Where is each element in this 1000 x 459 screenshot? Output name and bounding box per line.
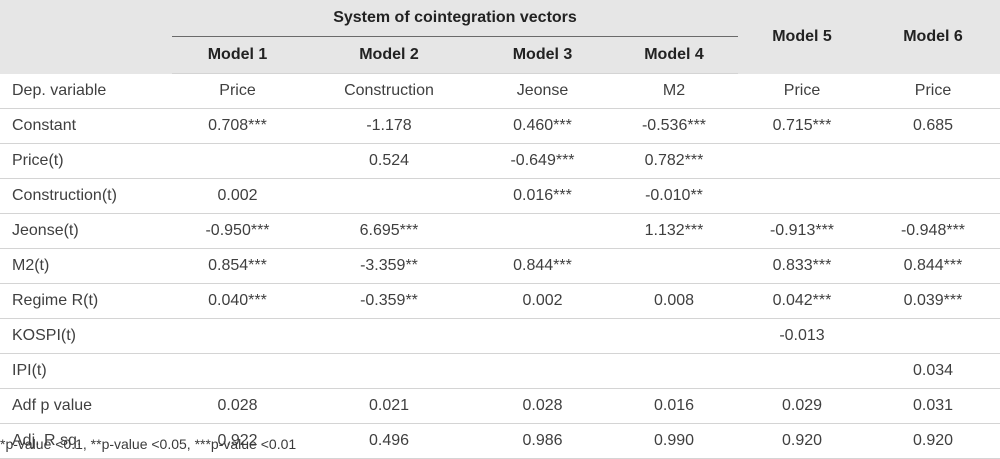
table-cell	[610, 318, 738, 354]
table-cell: -0.013	[738, 318, 866, 354]
row-label: IPI(t)	[0, 353, 172, 389]
table-cell: Construction	[303, 73, 475, 109]
row-label: Dep. variable	[0, 73, 172, 109]
table-cell: Jeonse	[475, 73, 610, 109]
significance-footnote: *p-value <0.1, **p-value <0.05, ***p-val…	[0, 436, 297, 452]
table-cell: 0.028	[172, 388, 303, 424]
table-cell	[866, 143, 1000, 179]
table-cell: 0.016***	[475, 178, 610, 214]
table-cell: -0.948***	[866, 213, 1000, 249]
table-body: Dep. variable Price Construction Jeonse M2 Pr…	[0, 73, 1000, 459]
table-row: Jeonse(t) -0.950*** 6.695*** 1.132*** -0.913…	[0, 213, 1000, 249]
table-cell: -1.178	[303, 108, 475, 144]
table-cell: Price	[738, 73, 866, 109]
table-cell: 0.990	[610, 423, 738, 459]
table-cell	[738, 178, 866, 214]
table-cell: 0.031	[866, 388, 1000, 424]
table-cell: 0.028	[475, 388, 610, 424]
table-cell: 0.029	[738, 388, 866, 424]
table-cell: Price	[172, 73, 303, 109]
table-cell: -0.649***	[475, 143, 610, 179]
table-cell: 0.854***	[172, 248, 303, 284]
table-cell: -3.359**	[303, 248, 475, 284]
header-model-4: Model 4	[610, 36, 738, 74]
table-row: Price(t) 0.524 -0.649*** 0.782***	[0, 143, 1000, 179]
table-cell: -0.913***	[738, 213, 866, 249]
table-cell: 0.524	[303, 143, 475, 179]
table-cell: Price	[866, 73, 1000, 109]
table-cell: 0.002	[475, 283, 610, 319]
row-label: Regime R(t)	[0, 283, 172, 319]
table-header: System of cointegration vectors Model 5 …	[0, 0, 1000, 74]
table-row: Adf p value 0.028 0.021 0.028 0.016 0.029 0.03…	[0, 388, 1000, 424]
row-label: Construction(t)	[0, 178, 172, 214]
table-cell: -0.536***	[610, 108, 738, 144]
row-label: Jeonse(t)	[0, 213, 172, 249]
table-cell: 0.040***	[172, 283, 303, 319]
table-cell: 0.986	[475, 423, 610, 459]
row-label: Price(t)	[0, 143, 172, 179]
table-row: KOSPI(t) -0.013	[0, 318, 1000, 354]
table-cell	[738, 143, 866, 179]
table-cell: 0.039***	[866, 283, 1000, 319]
table-cell	[866, 318, 1000, 354]
table-cell: 0.021	[303, 388, 475, 424]
row-label: M2(t)	[0, 248, 172, 284]
row-label: Adj. R sq.	[0, 423, 172, 459]
table-cell	[172, 143, 303, 179]
table-cell	[172, 318, 303, 354]
table-cell: 0.920	[738, 423, 866, 459]
header-model-2: Model 2	[303, 36, 475, 74]
row-label: KOSPI(t)	[0, 318, 172, 354]
table-row: Constant 0.708*** -1.178 0.460*** -0.536*** 0…	[0, 108, 1000, 144]
table-cell	[475, 318, 610, 354]
row-label: Adf p value	[0, 388, 172, 424]
table-cell: 0.782***	[610, 143, 738, 179]
table-cell: 0.685	[866, 108, 1000, 144]
table-cell: -0.010**	[610, 178, 738, 214]
header-model-5: Model 5	[738, 0, 866, 74]
table-cell: 0.034	[866, 353, 1000, 389]
table-cell	[475, 353, 610, 389]
table-cell	[866, 178, 1000, 214]
table-cell: 0.844***	[475, 248, 610, 284]
table-row: Regime R(t) 0.040*** -0.359** 0.002 0.008 0.0…	[0, 283, 1000, 319]
table-cell: 0.708***	[172, 108, 303, 144]
table-cell: 0.008	[610, 283, 738, 319]
header-corner	[0, 0, 172, 74]
table-row: Construction(t) 0.002 0.016*** -0.010**	[0, 178, 1000, 214]
header-model-1: Model 1	[172, 36, 303, 74]
table-cell	[610, 353, 738, 389]
table-cell	[303, 353, 475, 389]
table-cell: 0.016	[610, 388, 738, 424]
table-cell: 0.496	[303, 423, 475, 459]
table-cell: 6.695***	[303, 213, 475, 249]
table-cell: 1.132***	[610, 213, 738, 249]
table-cell: 0.042***	[738, 283, 866, 319]
header-model-3: Model 3	[475, 36, 610, 74]
table-cell: 0.920	[866, 423, 1000, 459]
row-label: Constant	[0, 108, 172, 144]
table-cell	[475, 213, 610, 249]
table-cell	[303, 318, 475, 354]
table-cell: 0.844***	[866, 248, 1000, 284]
table-cell: 0.833***	[738, 248, 866, 284]
table-cell: -0.950***	[172, 213, 303, 249]
header-model-6: Model 6	[866, 0, 1000, 74]
table-row: M2(t) 0.854*** -3.359** 0.844*** 0.833*** 0.8…	[0, 248, 1000, 284]
table-cell: 0.460***	[475, 108, 610, 144]
table-cell	[303, 178, 475, 214]
group-header-cointegration: System of cointegration vectors	[172, 0, 738, 37]
table-cell	[610, 248, 738, 284]
table-cell: 0.002	[172, 178, 303, 214]
table-cell: 0.715***	[738, 108, 866, 144]
table-cell	[172, 353, 303, 389]
table-row: IPI(t) 0.034	[0, 353, 1000, 389]
table-cell: M2	[610, 73, 738, 109]
table-cell	[738, 353, 866, 389]
table-row: Dep. variable Price Construction Jeonse M2 Pr…	[0, 73, 1000, 109]
table-cell: -0.359**	[303, 283, 475, 319]
